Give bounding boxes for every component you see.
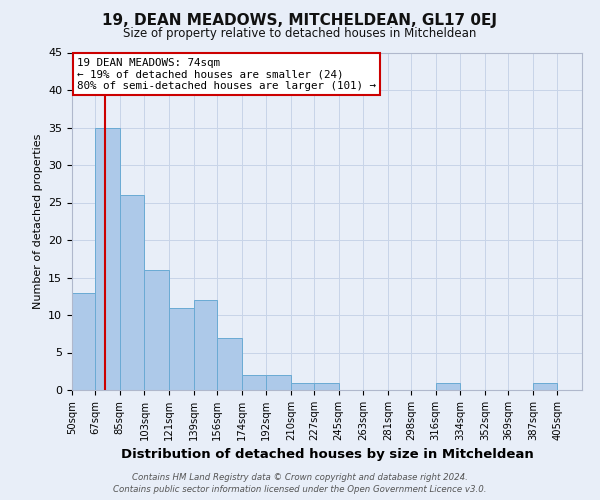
Bar <box>533 382 557 390</box>
Bar <box>120 195 145 390</box>
Bar <box>145 270 169 390</box>
Bar <box>194 300 217 390</box>
Bar <box>72 292 95 390</box>
Bar <box>242 375 266 390</box>
Bar <box>217 338 242 390</box>
Text: Size of property relative to detached houses in Mitcheldean: Size of property relative to detached ho… <box>124 28 476 40</box>
Bar <box>314 382 338 390</box>
Bar <box>95 128 120 390</box>
Bar <box>291 382 314 390</box>
Bar <box>266 375 291 390</box>
Bar <box>169 308 194 390</box>
Text: 19, DEAN MEADOWS, MITCHELDEAN, GL17 0EJ: 19, DEAN MEADOWS, MITCHELDEAN, GL17 0EJ <box>103 12 497 28</box>
Bar <box>436 382 460 390</box>
Text: Contains HM Land Registry data © Crown copyright and database right 2024.
Contai: Contains HM Land Registry data © Crown c… <box>113 472 487 494</box>
Y-axis label: Number of detached properties: Number of detached properties <box>32 134 43 309</box>
X-axis label: Distribution of detached houses by size in Mitcheldean: Distribution of detached houses by size … <box>121 448 533 462</box>
Text: 19 DEAN MEADOWS: 74sqm
← 19% of detached houses are smaller (24)
80% of semi-det: 19 DEAN MEADOWS: 74sqm ← 19% of detached… <box>77 58 376 91</box>
